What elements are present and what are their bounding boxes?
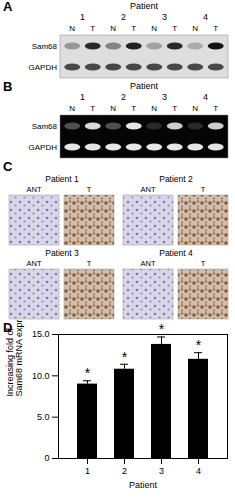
svg-text:T: T bbox=[90, 24, 95, 33]
svg-text:GAPDH: GAPDH bbox=[29, 63, 58, 72]
svg-text:N: N bbox=[151, 104, 157, 113]
svg-text:N: N bbox=[69, 24, 75, 33]
svg-text:2: 2 bbox=[121, 12, 126, 22]
svg-text:T: T bbox=[131, 24, 136, 33]
svg-text:Increasing fold ofSam68 mRNA e: Increasing fold ofSam68 mRNA expression bbox=[5, 320, 24, 397]
svg-text:Patient: Patient bbox=[130, 1, 159, 11]
svg-text:ANT: ANT bbox=[141, 185, 156, 194]
svg-text:Patient 3: Patient 3 bbox=[45, 248, 79, 258]
svg-text:2: 2 bbox=[122, 466, 127, 476]
svg-text:*: * bbox=[196, 337, 202, 353]
svg-text:3: 3 bbox=[159, 466, 164, 476]
svg-text:0: 0 bbox=[44, 453, 49, 463]
svg-text:*: * bbox=[159, 321, 165, 337]
svg-text:N: N bbox=[110, 24, 116, 33]
svg-text:B: B bbox=[3, 80, 12, 94]
svg-text:T: T bbox=[87, 259, 92, 268]
svg-text:1: 1 bbox=[80, 12, 85, 22]
svg-text:N: N bbox=[110, 104, 116, 113]
svg-text:N: N bbox=[69, 104, 75, 113]
svg-text:N: N bbox=[192, 104, 198, 113]
svg-text:15.0: 15.0 bbox=[32, 329, 50, 339]
svg-text:ANT: ANT bbox=[141, 259, 156, 268]
svg-text:3: 3 bbox=[162, 92, 167, 102]
svg-text:10.0: 10.0 bbox=[32, 371, 50, 381]
svg-text:1: 1 bbox=[80, 92, 85, 102]
svg-text:4: 4 bbox=[203, 92, 208, 102]
svg-text:C: C bbox=[3, 160, 13, 174]
svg-text:ANT: ANT bbox=[27, 259, 42, 268]
svg-text:N: N bbox=[192, 24, 198, 33]
svg-text:T: T bbox=[172, 104, 177, 113]
svg-text:Patient: Patient bbox=[130, 81, 159, 91]
svg-text:ANT: ANT bbox=[27, 185, 42, 194]
svg-text:Sam68: Sam68 bbox=[32, 42, 58, 51]
svg-text:Patient 4: Patient 4 bbox=[159, 248, 193, 258]
svg-text:*: * bbox=[122, 349, 128, 365]
svg-text:Sam68: Sam68 bbox=[32, 122, 58, 131]
svg-text:Patient: Patient bbox=[129, 480, 158, 490]
svg-text:4: 4 bbox=[203, 12, 208, 22]
svg-text:*: * bbox=[85, 365, 91, 381]
svg-text:T: T bbox=[201, 259, 206, 268]
svg-text:3: 3 bbox=[162, 12, 167, 22]
svg-text:4: 4 bbox=[196, 466, 201, 476]
svg-text:T: T bbox=[87, 185, 92, 194]
svg-text:T: T bbox=[131, 104, 136, 113]
svg-text:T: T bbox=[201, 185, 206, 194]
svg-text:1: 1 bbox=[85, 466, 90, 476]
svg-text:N: N bbox=[151, 24, 157, 33]
svg-text:T: T bbox=[213, 104, 218, 113]
svg-text:2: 2 bbox=[121, 92, 126, 102]
svg-text:Patient 1: Patient 1 bbox=[45, 174, 79, 184]
svg-text:Patient 2: Patient 2 bbox=[159, 174, 193, 184]
svg-text:T: T bbox=[213, 24, 218, 33]
svg-text:5.0: 5.0 bbox=[37, 412, 50, 422]
svg-text:T: T bbox=[172, 24, 177, 33]
svg-text:GAPDH: GAPDH bbox=[29, 143, 58, 152]
svg-text:T: T bbox=[90, 104, 95, 113]
svg-text:A: A bbox=[3, 0, 13, 14]
